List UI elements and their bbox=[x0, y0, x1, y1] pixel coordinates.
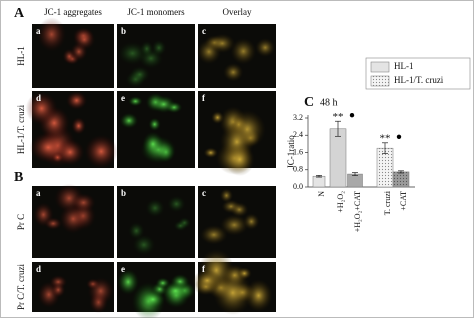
significance-dot bbox=[396, 134, 402, 139]
x-tick-label: N bbox=[317, 191, 326, 197]
cell-signal bbox=[140, 40, 154, 57]
chart-title: 48 h bbox=[320, 97, 338, 108]
legend-label: HL-1/T. cruzi bbox=[394, 75, 444, 85]
y-tick-label: 0.8 bbox=[293, 165, 303, 174]
panel-label: A bbox=[14, 6, 25, 21]
cell-signal bbox=[152, 95, 176, 114]
y-tick-label: 2.4 bbox=[293, 130, 303, 139]
cell-signal bbox=[66, 91, 88, 110]
cell-signal bbox=[243, 213, 260, 230]
panel-letter: e bbox=[121, 93, 125, 103]
row-label: Pr C bbox=[16, 214, 26, 230]
cell-signal bbox=[219, 188, 234, 203]
x-tick-label: +H₂O₂ bbox=[336, 191, 345, 213]
cell-signal bbox=[25, 91, 58, 126]
cell-signal bbox=[173, 220, 188, 232]
cell-signal bbox=[117, 269, 140, 295]
cell-signal bbox=[151, 39, 167, 56]
cell-signal bbox=[87, 277, 114, 305]
cell-signal bbox=[209, 33, 236, 54]
panel-letter: a bbox=[36, 26, 41, 36]
x-tick-label: +CAT bbox=[399, 191, 408, 211]
cell-signal bbox=[230, 202, 249, 218]
cell-signal bbox=[73, 29, 96, 51]
bar bbox=[312, 175, 326, 188]
cell-signal bbox=[140, 290, 166, 309]
panel-letter: c bbox=[202, 188, 206, 198]
panel-letter: f bbox=[202, 264, 206, 274]
cell-signal bbox=[200, 225, 228, 245]
cell-signal bbox=[224, 142, 255, 176]
bar bbox=[347, 173, 363, 188]
cell-signal bbox=[167, 195, 186, 213]
bar bbox=[376, 147, 394, 188]
legend-label: HL-1 bbox=[394, 61, 414, 71]
cell-signal bbox=[230, 38, 257, 65]
panel-letter: b bbox=[121, 26, 126, 36]
cell-signal bbox=[29, 131, 67, 163]
panel-letter: b bbox=[121, 188, 126, 198]
cell-signal bbox=[223, 62, 244, 82]
cell-signal bbox=[84, 134, 118, 169]
cell-signal bbox=[37, 17, 67, 52]
legend-swatch bbox=[370, 61, 390, 73]
panel-letter: e bbox=[121, 264, 125, 274]
panel-letter: f bbox=[202, 93, 206, 103]
cell-signal bbox=[132, 234, 156, 256]
row-label: HL-1/T. cruzi bbox=[16, 104, 26, 154]
cell-signal bbox=[203, 147, 218, 159]
x-tick-label: +H₂O₂+CAT bbox=[353, 191, 362, 232]
row-label: Pr C/T. cruzi bbox=[16, 263, 26, 310]
bar bbox=[329, 128, 347, 188]
cell-signal bbox=[71, 117, 86, 135]
panel-label: C bbox=[304, 95, 314, 110]
significance: ** bbox=[333, 111, 344, 123]
y-axis-label: JC-1ratio bbox=[286, 135, 296, 169]
y-tick-label: 1.6 bbox=[293, 147, 303, 156]
panel-letter: a bbox=[36, 188, 41, 198]
cell-signal bbox=[119, 112, 139, 129]
cell-signal bbox=[220, 214, 249, 236]
cell-signal bbox=[255, 38, 276, 58]
cell-signal bbox=[51, 282, 66, 298]
row-label: HL-1 bbox=[16, 46, 26, 66]
cell-signal bbox=[44, 217, 63, 230]
significance-dot bbox=[349, 113, 355, 118]
column-header: JC-1 aggregates bbox=[44, 7, 102, 17]
cell-signal bbox=[142, 131, 164, 157]
cell-signal bbox=[161, 281, 190, 301]
cell-signal bbox=[148, 117, 161, 131]
x-tick-label: T. cruzi bbox=[383, 190, 392, 215]
panel-letter: d bbox=[36, 93, 41, 103]
bar bbox=[392, 171, 410, 188]
legend-swatch bbox=[370, 75, 390, 87]
panel-letter: c bbox=[202, 26, 206, 36]
cell-signal bbox=[192, 269, 222, 292]
cell-signal bbox=[128, 96, 143, 107]
cell-signal bbox=[244, 279, 273, 312]
cell-signal bbox=[129, 66, 151, 83]
cell-signal bbox=[145, 198, 165, 218]
panel-letter: d bbox=[36, 264, 41, 274]
column-header: JC-1 monomers bbox=[127, 7, 185, 17]
y-tick-label: 0.0 bbox=[293, 182, 303, 191]
column-header: Overlay bbox=[223, 7, 252, 17]
panel-label: B bbox=[14, 170, 23, 185]
y-tick-label: 3.2 bbox=[293, 113, 303, 122]
significance: ** bbox=[380, 132, 391, 144]
cell-signal bbox=[71, 193, 96, 213]
bar-chart: C 48 h JC-1ratio 0.0 0.8 1.6 2.4 3.2 N +H₂O₂ +H… bbox=[286, 57, 471, 232]
